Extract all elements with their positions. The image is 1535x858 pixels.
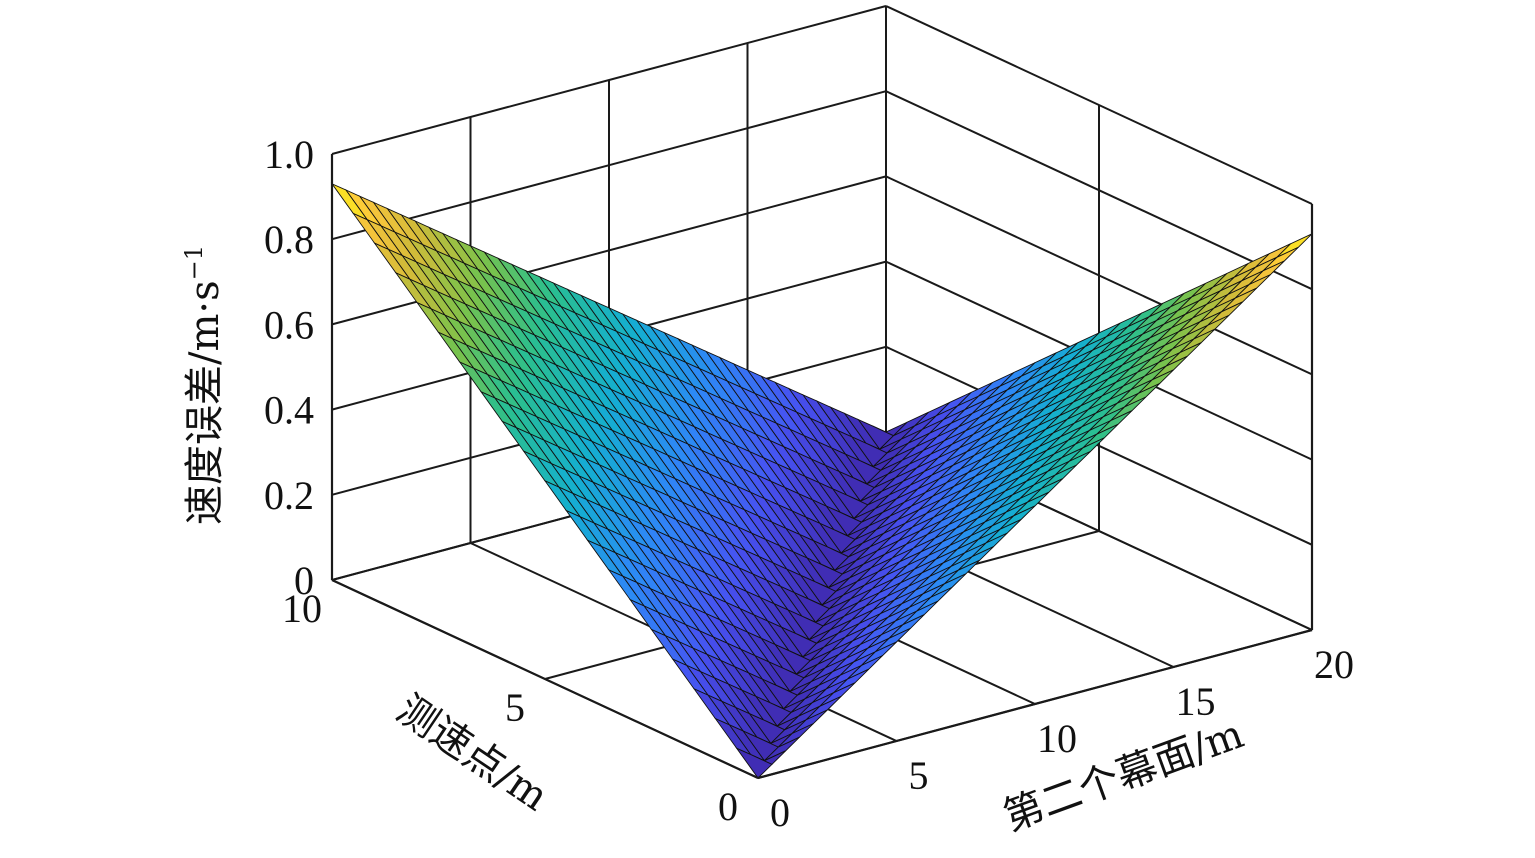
- y-axis-title: 测速点/m: [388, 686, 556, 820]
- surface-patch: [735, 747, 773, 779]
- x-axis-title: 第二个幕面/m: [998, 711, 1250, 840]
- z-tick-label: 0.4: [264, 388, 314, 433]
- z-axis-title: 速度误差/m·s−1: [180, 245, 228, 525]
- error-surface: [330, 182, 1313, 779]
- axes-frame: [330, 154, 1314, 780]
- x-tick-label: 10: [1037, 716, 1077, 761]
- x-tick-label: 15: [1176, 679, 1216, 724]
- y-tick-label: 5: [505, 685, 525, 730]
- tick-labels: 0 0.2 0.4 0.6 0.8 1.0 0 5 10 15 20 0 5 10: [264, 132, 1354, 835]
- z-tick-label: 0.2: [264, 473, 314, 518]
- z-axis-title-text: 速度误差/m·s: [182, 280, 228, 525]
- y-tick-label: 10: [282, 586, 322, 631]
- z-tick-label: 1.0: [264, 132, 314, 177]
- x-tick-label: 5: [909, 753, 929, 798]
- z-tick-label: 0.8: [264, 217, 314, 262]
- y-axis-line: [331, 579, 759, 779]
- z-axis-title-superscript: −1: [180, 245, 208, 280]
- surface-patch: [1276, 233, 1313, 258]
- x-axis-line: [757, 628, 1313, 780]
- z-tick-label: 0.6: [264, 302, 314, 347]
- x-tick-label: 20: [1314, 642, 1354, 687]
- x-tick-label: 0: [770, 790, 790, 835]
- y-tick-label: 0: [718, 784, 738, 829]
- z-tick-label: 0: [294, 558, 314, 603]
